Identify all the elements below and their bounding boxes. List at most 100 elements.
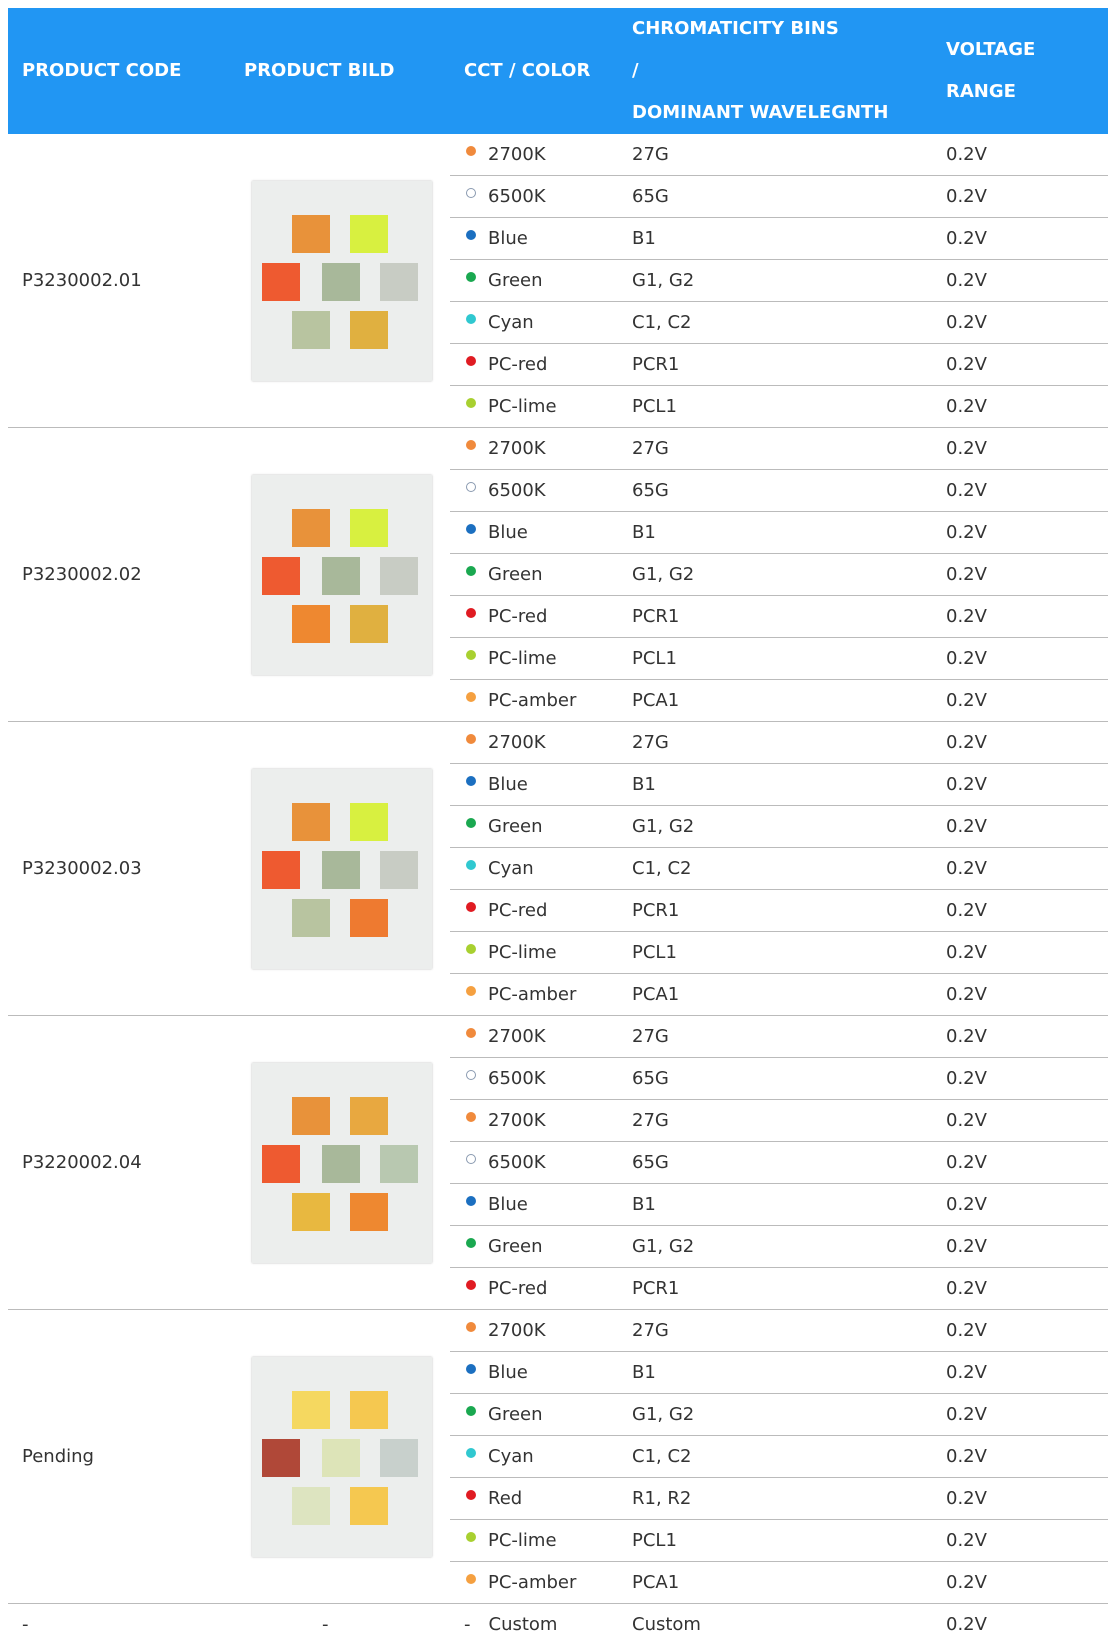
chromaticity-bin: PCL1 bbox=[618, 385, 932, 428]
voltage-range: 0.2V bbox=[932, 805, 1108, 848]
voltage-range: 0.2V bbox=[932, 721, 1108, 764]
color-label: Blue bbox=[488, 1194, 528, 1215]
chromaticity-bin: PCR1 bbox=[618, 595, 932, 638]
voltage-range: 0.2V bbox=[932, 1351, 1108, 1394]
voltage-range: 0.2V bbox=[932, 301, 1108, 344]
led-chip bbox=[350, 310, 388, 349]
chromaticity-bin: C1, C2 bbox=[618, 1435, 932, 1478]
table-row: Green G1, G2 0.2V bbox=[8, 259, 1108, 302]
chromaticity-bin: G1, G2 bbox=[618, 805, 932, 848]
chromaticity-bin: PCL1 bbox=[618, 1519, 932, 1562]
led-chip bbox=[292, 604, 330, 643]
chromaticity-bin: PCA1 bbox=[618, 1561, 932, 1604]
color-label: 6500K bbox=[488, 1068, 546, 1089]
chromaticity-bin: B1 bbox=[618, 1351, 932, 1394]
table-row: P3220002.04 2700K 27G 0.2V bbox=[8, 1015, 1108, 1310]
color-dot bbox=[466, 1070, 476, 1080]
color-label: PC-red bbox=[488, 1278, 548, 1299]
table-row: Pending 2700K 27G 0.2V bbox=[8, 1309, 1108, 1604]
voltage-range: 0.2V bbox=[932, 1141, 1108, 1184]
voltage-range: 0.2V bbox=[946, 1614, 987, 1635]
cct-color: Blue bbox=[450, 763, 618, 806]
color-marker: - bbox=[464, 1614, 471, 1635]
color-label: 6500K bbox=[488, 1152, 546, 1173]
chromaticity-bin: G1, G2 bbox=[618, 1393, 932, 1436]
product-image-cell bbox=[230, 134, 450, 428]
cct-color: 6500K bbox=[450, 1141, 618, 1184]
color-label: Green bbox=[488, 1404, 543, 1425]
color-label: Blue bbox=[488, 774, 528, 795]
chromaticity-bin: PCL1 bbox=[618, 931, 932, 974]
chromaticity-bin: B1 bbox=[618, 217, 932, 260]
color-label: Red bbox=[488, 1488, 523, 1509]
chromaticity-bin: C1, C2 bbox=[618, 301, 932, 344]
led-chip bbox=[262, 850, 300, 889]
voltage-range: 0.2V bbox=[932, 553, 1108, 596]
cct-color: 6500K bbox=[450, 469, 618, 512]
color-dot bbox=[466, 902, 476, 912]
chromaticity-bin: G1, G2 bbox=[618, 553, 932, 596]
cct-color: 2700K bbox=[450, 1099, 618, 1142]
table-row: Blue B1 0.2V bbox=[8, 1183, 1108, 1226]
color-label: Blue bbox=[488, 522, 528, 543]
table-row: P3230002.02 2700K 27G 0.2V bbox=[8, 427, 1108, 722]
cct-color: Green bbox=[450, 259, 618, 302]
cct-color: PC-red bbox=[450, 889, 618, 932]
table-row: PC-lime PCL1 0.2V bbox=[8, 385, 1108, 428]
color-dot bbox=[466, 398, 476, 408]
led-chip bbox=[322, 1438, 360, 1477]
color-dot bbox=[466, 1532, 476, 1542]
voltage-range: 0.2V bbox=[932, 385, 1108, 428]
chromaticity-bin: 65G bbox=[618, 175, 932, 218]
product-bild: - bbox=[322, 1614, 329, 1635]
color-dot bbox=[466, 1490, 476, 1500]
color-label: 2700K bbox=[488, 1320, 546, 1341]
voltage-range: 0.2V bbox=[932, 511, 1108, 554]
color-dot bbox=[466, 1406, 476, 1416]
cct-color: PC-lime bbox=[450, 931, 618, 974]
color-dot bbox=[466, 566, 476, 576]
color-dot bbox=[466, 356, 476, 366]
cct-color: PC-red bbox=[450, 343, 618, 386]
table-row: PC-red PCR1 0.2V bbox=[8, 595, 1108, 638]
product-image-cell bbox=[230, 721, 450, 1016]
color-dot bbox=[466, 986, 476, 996]
product-image bbox=[252, 1062, 432, 1263]
table-row: 6500K 65G 0.2V bbox=[8, 1141, 1108, 1184]
cct-color: Blue bbox=[450, 1351, 618, 1394]
cct-color: 6500K bbox=[450, 1057, 618, 1100]
product-code: P3230002.01 bbox=[8, 134, 230, 428]
chromaticity-bin: 27G bbox=[618, 1309, 932, 1352]
voltage-range: 0.2V bbox=[932, 1561, 1108, 1604]
color-dot bbox=[466, 272, 476, 282]
product-code: Pending bbox=[8, 1309, 230, 1604]
voltage-range: 0.2V bbox=[932, 1519, 1108, 1562]
led-chip bbox=[380, 556, 418, 595]
cct-color: Blue bbox=[450, 217, 618, 260]
product-image bbox=[252, 768, 432, 969]
chromaticity-bin: PCR1 bbox=[618, 1267, 932, 1310]
table-row: - - - Custom Custom 0.2V bbox=[8, 1604, 1108, 1646]
color-dot bbox=[466, 188, 476, 198]
chromaticity-bin: PCA1 bbox=[618, 973, 932, 1016]
led-chip bbox=[380, 1438, 418, 1477]
product-image bbox=[252, 180, 432, 381]
color-label: Cyan bbox=[488, 312, 534, 333]
color-dot bbox=[466, 860, 476, 870]
led-chip bbox=[322, 262, 360, 301]
cct-color: PC-red bbox=[450, 595, 618, 638]
chromaticity-bin: PCL1 bbox=[618, 637, 932, 680]
color-label: PC-lime bbox=[488, 648, 557, 669]
voltage-range: 0.2V bbox=[932, 1183, 1108, 1226]
cct-color: Green bbox=[450, 805, 618, 848]
cct-color: - Custom bbox=[450, 1604, 618, 1646]
cct-color: PC-lime bbox=[450, 637, 618, 680]
color-dot bbox=[466, 1112, 476, 1122]
chromaticity-bin: 65G bbox=[618, 1141, 932, 1184]
table-row: PC-lime PCL1 0.2V bbox=[8, 931, 1108, 974]
table-body: P3230002.01 2700K 27G 0.2V 6500K 65G 0.2V Blue B… bbox=[8, 134, 1108, 1645]
color-label: Blue bbox=[488, 228, 528, 249]
voltage-range: 0.2V bbox=[932, 931, 1108, 974]
voltage-range: 0.2V bbox=[932, 1309, 1108, 1352]
